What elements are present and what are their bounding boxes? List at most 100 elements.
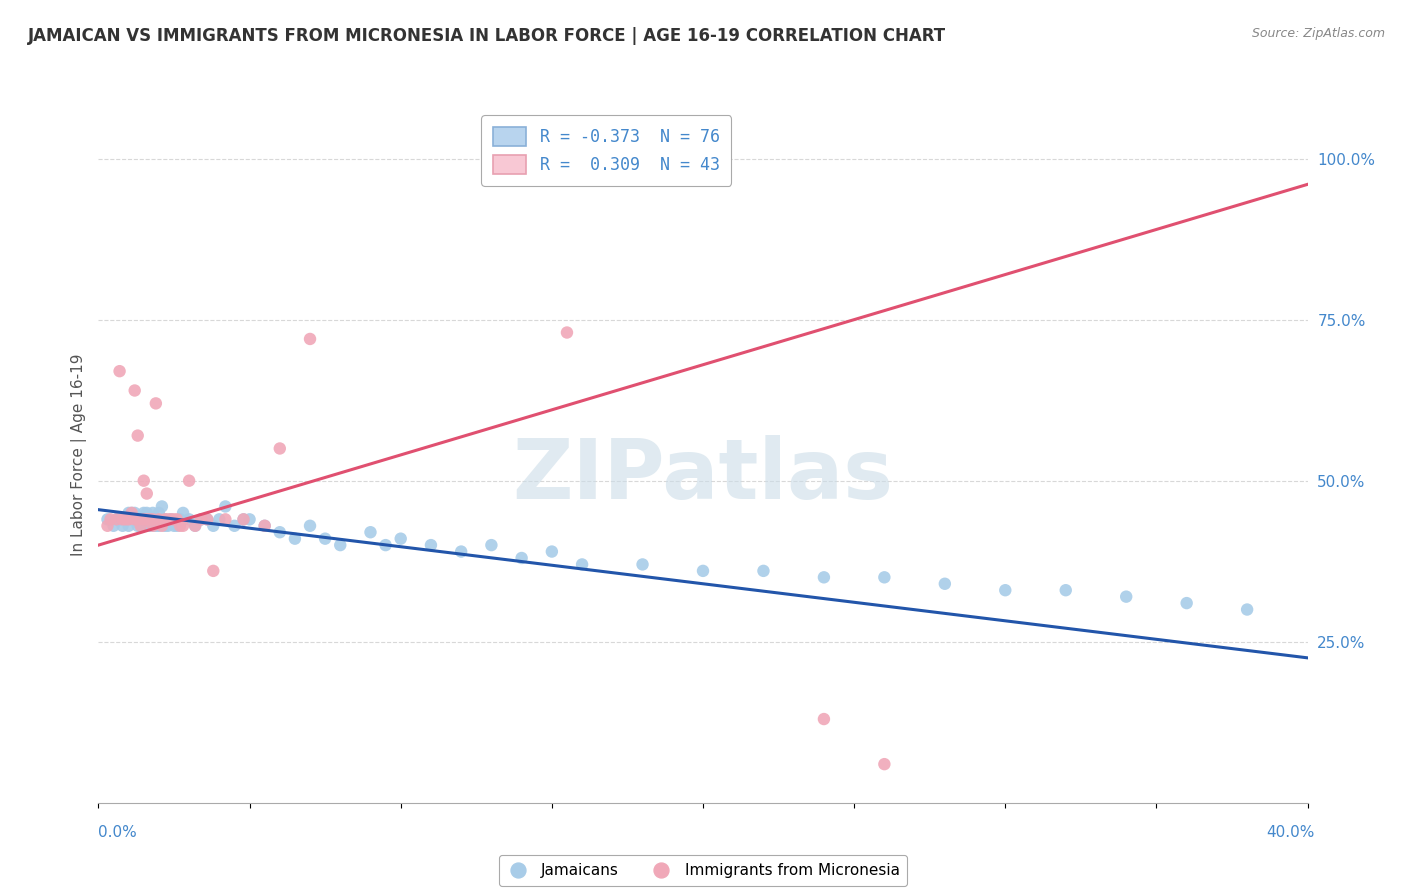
Point (127, 512, 149, 526)
Point (172, 518, 194, 533)
Point (419, 538, 441, 552)
Point (1175, 596, 1198, 610)
Point (631, 558, 654, 572)
Point (299, 518, 322, 533)
Point (253, 518, 276, 533)
Point (121, 506, 143, 520)
Point (208, 512, 231, 526)
Point (121, 512, 143, 526)
Text: Source: ZipAtlas.com: Source: ZipAtlas.com (1251, 27, 1385, 40)
Text: ZIPatlas: ZIPatlas (513, 435, 893, 516)
Point (127, 428, 149, 442)
Point (510, 551, 533, 566)
Point (108, 364, 131, 378)
Point (214, 512, 236, 526)
Point (994, 583, 1017, 598)
Point (118, 506, 141, 520)
Point (139, 512, 162, 526)
Point (139, 512, 162, 526)
Point (142, 518, 165, 533)
Point (232, 512, 254, 526)
Point (153, 518, 176, 533)
Point (166, 512, 188, 526)
Point (150, 512, 173, 526)
Point (111, 512, 134, 526)
Point (118, 518, 141, 533)
Point (540, 544, 562, 558)
Point (135, 486, 157, 500)
Point (96, 512, 118, 526)
Point (692, 564, 714, 578)
Point (100, 512, 122, 526)
Point (127, 512, 149, 526)
Point (96, 518, 118, 533)
Point (555, 326, 578, 340)
Point (148, 512, 170, 526)
Point (481, 538, 503, 552)
Point (132, 506, 155, 520)
Point (118, 512, 141, 526)
Point (150, 518, 173, 533)
Point (232, 512, 254, 526)
Point (135, 506, 157, 520)
Point (145, 396, 167, 410)
Point (190, 512, 212, 526)
Point (124, 506, 146, 520)
Text: 0.0%: 0.0% (98, 825, 138, 839)
Point (299, 332, 322, 346)
Point (145, 512, 167, 526)
Point (253, 518, 276, 533)
Point (571, 558, 593, 572)
Point (163, 512, 186, 526)
Point (132, 512, 155, 526)
Point (177, 512, 201, 526)
Point (148, 518, 170, 533)
Point (360, 525, 382, 540)
Point (148, 506, 170, 520)
Point (374, 538, 396, 552)
Point (108, 512, 131, 526)
Point (150, 500, 173, 514)
Point (124, 384, 146, 398)
Point (195, 512, 218, 526)
Point (142, 506, 165, 520)
Point (142, 518, 165, 533)
Point (127, 518, 149, 533)
Point (114, 512, 136, 526)
Point (873, 570, 896, 584)
Point (172, 506, 194, 520)
Point (124, 512, 146, 526)
Point (934, 576, 956, 591)
Point (139, 518, 162, 533)
Point (202, 518, 225, 533)
Point (166, 518, 188, 533)
Point (1115, 590, 1137, 604)
Point (169, 518, 191, 533)
Point (389, 532, 412, 546)
Point (135, 512, 157, 526)
Point (184, 518, 207, 533)
Point (752, 564, 775, 578)
Point (177, 474, 201, 488)
Point (314, 532, 336, 546)
Point (153, 512, 176, 526)
Point (269, 442, 291, 456)
Point (105, 512, 128, 526)
Point (156, 518, 179, 533)
Point (239, 512, 262, 526)
Point (142, 512, 165, 526)
Point (284, 532, 307, 546)
Point (202, 564, 225, 578)
Point (224, 518, 246, 533)
Point (214, 500, 236, 514)
Point (195, 512, 218, 526)
Point (111, 518, 134, 533)
Point (450, 544, 472, 558)
Point (160, 512, 183, 526)
Point (156, 512, 179, 526)
Point (813, 570, 835, 584)
Point (190, 512, 212, 526)
Point (135, 512, 157, 526)
Y-axis label: In Labor Force | Age 16-19: In Labor Force | Age 16-19 (72, 353, 87, 557)
Point (129, 518, 152, 533)
